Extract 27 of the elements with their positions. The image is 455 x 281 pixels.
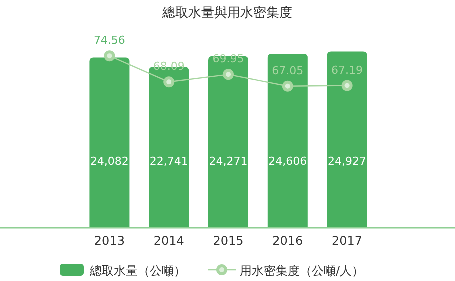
data-label: 24,927 — [328, 155, 367, 168]
bar — [327, 52, 368, 228]
point — [282, 80, 294, 92]
chart-title: 總取水量與用水密集度 — [162, 5, 292, 21]
data-label: 67.19 — [332, 64, 364, 77]
x-tick-label: 2015 — [213, 234, 244, 248]
x-tick-label: 2017 — [332, 234, 363, 248]
legend-label: 總取水量（公噸） — [89, 264, 186, 278]
data-label: 69.95 — [212, 52, 244, 66]
point — [342, 80, 353, 92]
x-tick-label: 2014 — [154, 234, 184, 248]
data-label: 24,606 — [268, 155, 308, 168]
data-label: 24,082 — [90, 155, 129, 168]
bar — [90, 58, 130, 228]
x-tick-label: 2016 — [272, 234, 304, 248]
data-label: 74.56 — [94, 34, 126, 48]
legend-label: 用水密集度（公噸/人） — [240, 264, 364, 278]
point — [164, 76, 175, 88]
data-label: 22,741 — [150, 155, 188, 168]
point — [104, 50, 116, 62]
point — [223, 69, 234, 80]
data-label: 24,271 — [209, 155, 248, 168]
data-label: 68.09 — [153, 60, 185, 74]
bar — [208, 56, 248, 228]
data-label: 67.05 — [272, 64, 304, 78]
x-tick-label: 2013 — [94, 234, 125, 248]
bar — [268, 54, 308, 228]
